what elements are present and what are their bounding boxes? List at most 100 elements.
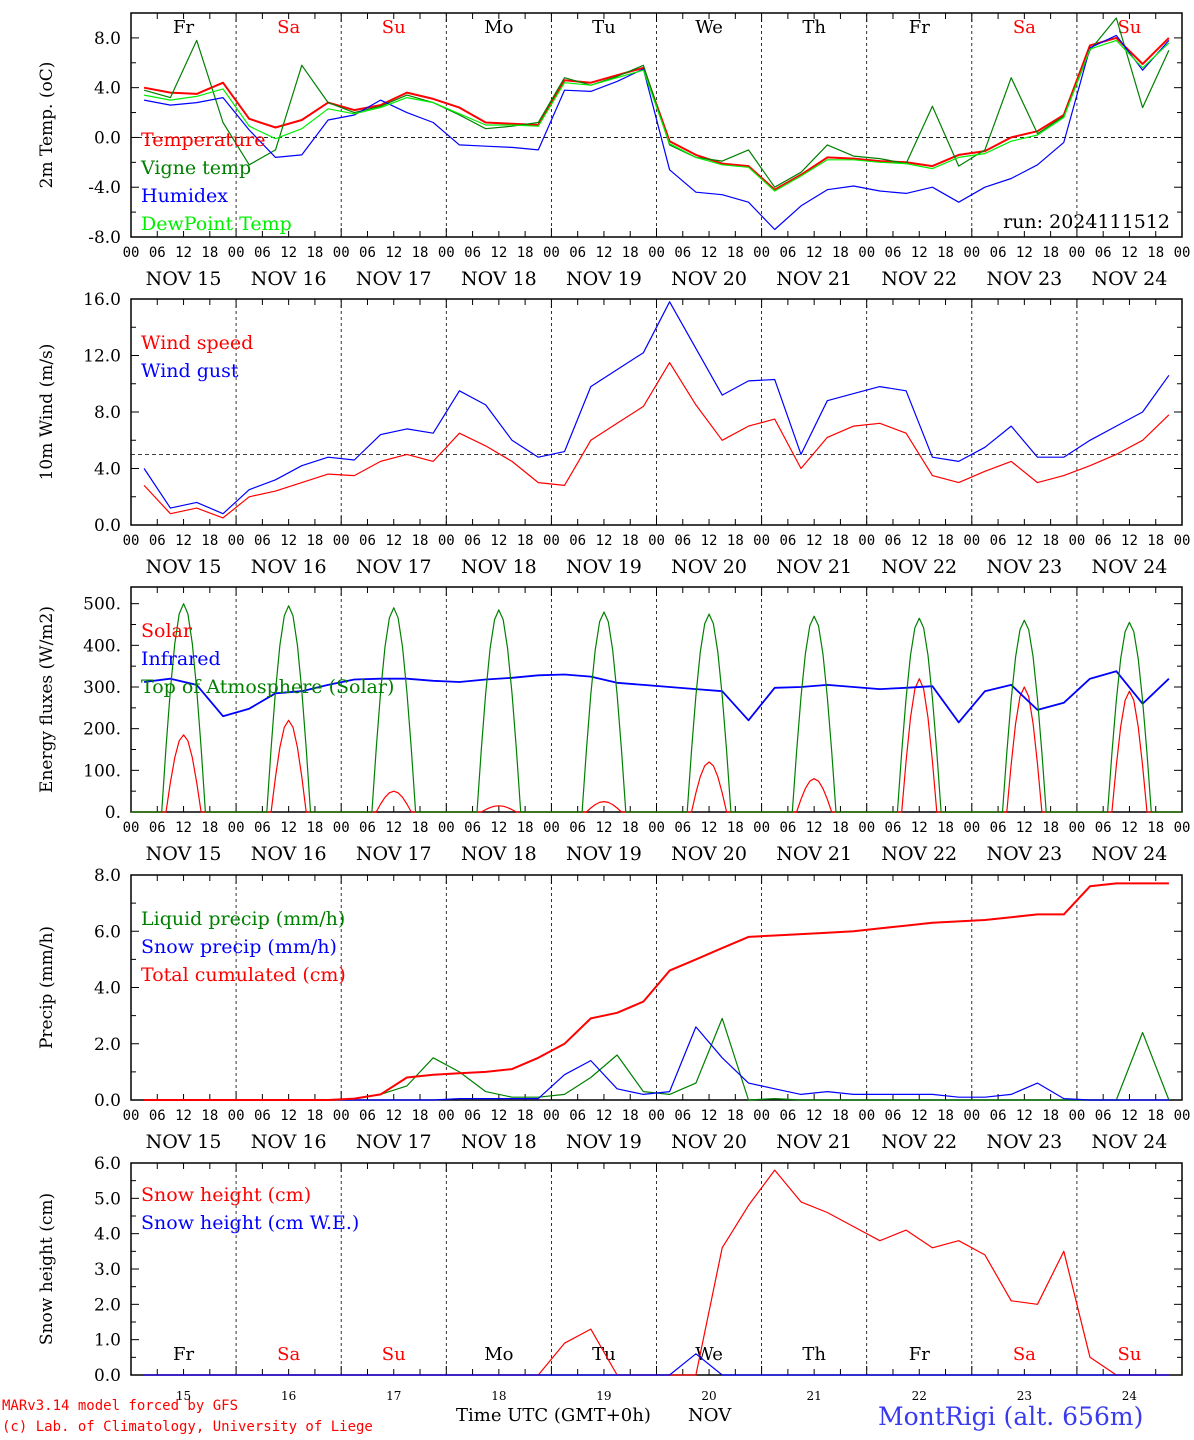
series-line-snow-height-cm-w-e- <box>144 1353 1169 1376</box>
x-hour-label: 00 <box>858 245 875 261</box>
x-hour-label: 00 <box>753 245 770 261</box>
y-tick-label: 100. <box>83 761 121 781</box>
panel-4: 0.0 2.0 4.0 6.0 8.0 Precip (mm/h) 00 06 12 18 NOV … <box>37 866 1190 1153</box>
x-hour-label: 06 <box>464 245 481 261</box>
x-date-label: NOV 15 <box>146 556 222 578</box>
x-hour-label: 06 <box>885 1108 902 1124</box>
x-date-label: NOV 22 <box>881 843 957 865</box>
x-hour-label: 00 <box>963 245 980 261</box>
x-hour-label: 12 <box>911 245 928 261</box>
y-tick-label: 400. <box>83 636 121 656</box>
x-hour-label: 00 <box>438 820 455 836</box>
x-hour-label: 00 <box>228 1108 245 1124</box>
y-axis-label: Energy fluxes (W/m2) <box>37 606 57 793</box>
x-hour-label: 00 <box>123 1108 140 1124</box>
plot-frame <box>130 12 1183 238</box>
y-axis-label: Snow height (cm) <box>37 1193 57 1345</box>
legend-entry: Vigne temp <box>140 157 251 179</box>
x-hour-label: 18 <box>412 1108 429 1124</box>
x-hour-label: 06 <box>464 820 481 836</box>
legend-entry: Temperature <box>141 129 265 151</box>
x-hour-label: 18 <box>412 245 429 261</box>
x-hour-label: 00 <box>123 820 140 836</box>
panel-5: 0.0 1.0 2.0 3.0 4.0 5.0 6.0 Snow height (cm) 15 1… <box>37 1154 1183 1403</box>
x-hour-label: 18 <box>727 245 744 261</box>
x-hour-label: 18 <box>201 1108 218 1124</box>
day-of-week-label: Fr <box>909 1344 930 1365</box>
x-day-number: 24 <box>1122 1389 1138 1403</box>
day-of-week-label: Su <box>1117 17 1141 38</box>
x-hour-label: 18 <box>517 1108 534 1124</box>
x-hour-label: 12 <box>806 1108 823 1124</box>
x-hour-label: 18 <box>306 1108 323 1124</box>
day-of-week-label: We <box>695 1344 723 1365</box>
x-hour-label: 00 <box>228 533 245 549</box>
x-date-label: NOV 16 <box>251 1131 327 1153</box>
x-hour-label: 00 <box>228 820 245 836</box>
x-hour-label: 12 <box>596 245 613 261</box>
x-hour-label: 06 <box>779 1108 796 1124</box>
y-tick-label: -4.0 <box>88 178 121 198</box>
x-date-label: NOV 24 <box>1092 1131 1168 1153</box>
x-day-number: 15 <box>176 1389 191 1403</box>
x-hour-label: 12 <box>385 820 402 836</box>
x-hour-label: 12 <box>385 533 402 549</box>
day-of-week-label: Tu <box>592 1344 616 1365</box>
x-hour-label: 12 <box>280 245 297 261</box>
y-tick-label: 8.0 <box>94 403 121 423</box>
x-hour-label: 00 <box>543 533 560 549</box>
y-tick-label: 0.0 <box>94 128 121 148</box>
x-date-label: NOV 16 <box>251 843 327 865</box>
series-line-humidex <box>143 34 1170 231</box>
x-hour-label: 18 <box>622 245 639 261</box>
x-hour-label: 00 <box>753 1108 770 1124</box>
x-axis-label: Time UTC (GMT+0h) <box>456 1405 651 1426</box>
x-hour-label: 18 <box>727 820 744 836</box>
x-hour-label: 12 <box>701 820 718 836</box>
x-date-label: NOV 17 <box>356 268 432 290</box>
x-hour-label: 06 <box>359 245 376 261</box>
series-line-infrared <box>143 670 1170 724</box>
x-date-label: NOV 24 <box>1092 268 1168 290</box>
x-hour-label: 00 <box>438 245 455 261</box>
x-hour-label: 00 <box>333 245 350 261</box>
x-date-label: NOV 17 <box>356 1131 432 1153</box>
x-hour-label: 00 <box>438 1108 455 1124</box>
x-hour-label: 06 <box>149 820 166 836</box>
y-tick-label: -8.0 <box>88 228 121 248</box>
x-hour-label: 00 <box>648 245 665 261</box>
footer-model: MARv3.14 model forced by GFS <box>2 1398 239 1414</box>
x-date-label: NOV 23 <box>986 1131 1062 1153</box>
x-hour-label: 12 <box>490 1108 507 1124</box>
x-day-number: 18 <box>491 1389 506 1403</box>
y-axis-label: 2m Temp. (oC) <box>37 62 57 189</box>
x-hour-label: 12 <box>1016 1108 1033 1124</box>
legend-entry: DewPoint Temp <box>141 213 292 235</box>
x-hour-label: 06 <box>359 1108 376 1124</box>
x-hour-label: 00 <box>543 820 560 836</box>
x-date-label: NOV 19 <box>566 268 642 290</box>
x-hour-label: 06 <box>569 1108 586 1124</box>
day-of-week-label: Tu <box>592 17 616 38</box>
day-of-week-label: Mo <box>484 1344 513 1365</box>
x-hour-label: 06 <box>885 820 902 836</box>
x-hour-label: 06 <box>359 533 376 549</box>
x-hour-label: 12 <box>701 245 718 261</box>
legend-entry: Wind speed <box>141 332 253 354</box>
x-hour-label: 06 <box>674 245 691 261</box>
x-hour-label: 12 <box>490 533 507 549</box>
x-date-label: NOV 24 <box>1092 843 1168 865</box>
x-hour-label: 18 <box>1147 820 1164 836</box>
series-line-top-of-atmosphere-solar- <box>131 603 1182 813</box>
x-hour-label: 06 <box>1095 820 1112 836</box>
y-tick-label: 12.0 <box>83 347 121 367</box>
x-hour-label: 06 <box>1095 245 1112 261</box>
x-date-label: NOV 23 <box>986 556 1062 578</box>
x-hour-label: 18 <box>412 820 429 836</box>
x-day-number: 19 <box>596 1389 611 1403</box>
x-date-label: NOV 20 <box>671 1131 747 1153</box>
day-of-week-label: We <box>695 17 723 38</box>
x-date-label: NOV 18 <box>461 556 537 578</box>
day-of-week-label: Sa <box>1013 1344 1036 1365</box>
day-of-week-label: Sa <box>277 17 300 38</box>
